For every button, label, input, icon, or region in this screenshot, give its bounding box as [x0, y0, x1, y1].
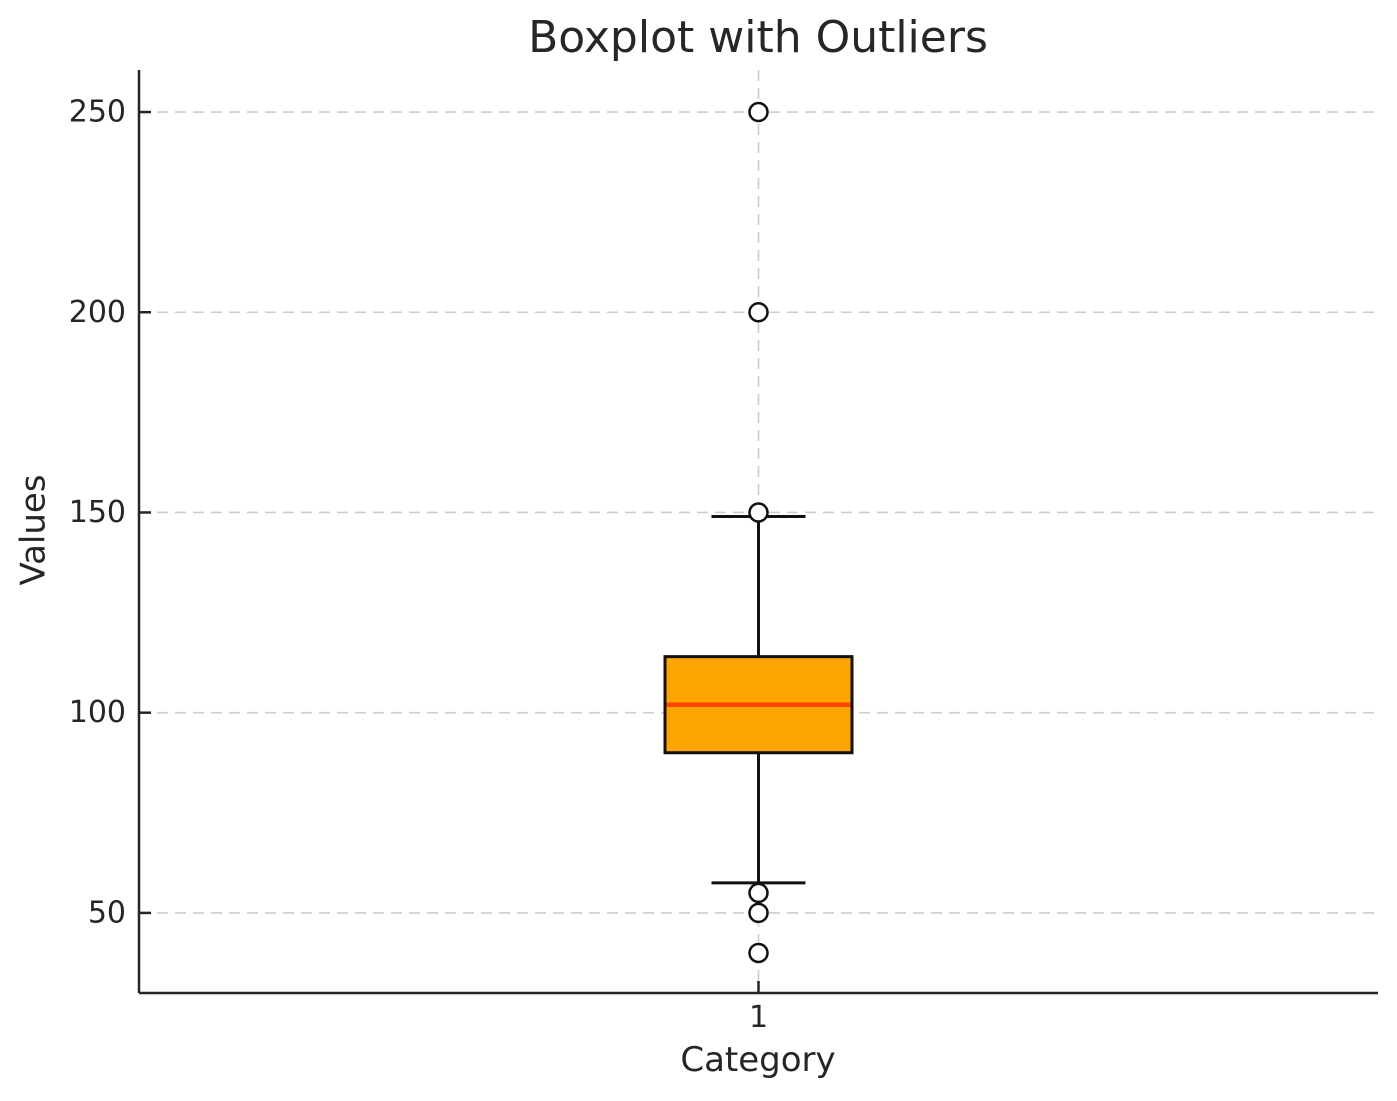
outlier-markers: [748, 101, 769, 964]
chart-title: Boxplot with Outliers: [528, 12, 988, 63]
outlier-marker: [748, 902, 769, 924]
box-and-whiskers: [663, 514, 854, 885]
y-tick-label: 50: [88, 895, 126, 930]
outlier-marker: [748, 502, 769, 523]
outlier-marker: [748, 302, 769, 323]
outlier-marker: [748, 882, 769, 904]
y-tick-label: 150: [69, 495, 126, 530]
outlier-marker: [748, 942, 769, 964]
x-axis-label: Category: [680, 1040, 836, 1080]
x-tick-label: 1: [749, 1000, 768, 1035]
y-tick-label: 250: [69, 95, 126, 130]
y-tick-label: 200: [69, 295, 126, 330]
y-tick-label: 100: [69, 695, 126, 730]
tick-labels: 50 100 150 200 250 1: [69, 95, 768, 1035]
y-axis-label: Values: [13, 474, 54, 586]
axes: [137, 70, 1378, 995]
outlier-marker: [748, 101, 769, 123]
